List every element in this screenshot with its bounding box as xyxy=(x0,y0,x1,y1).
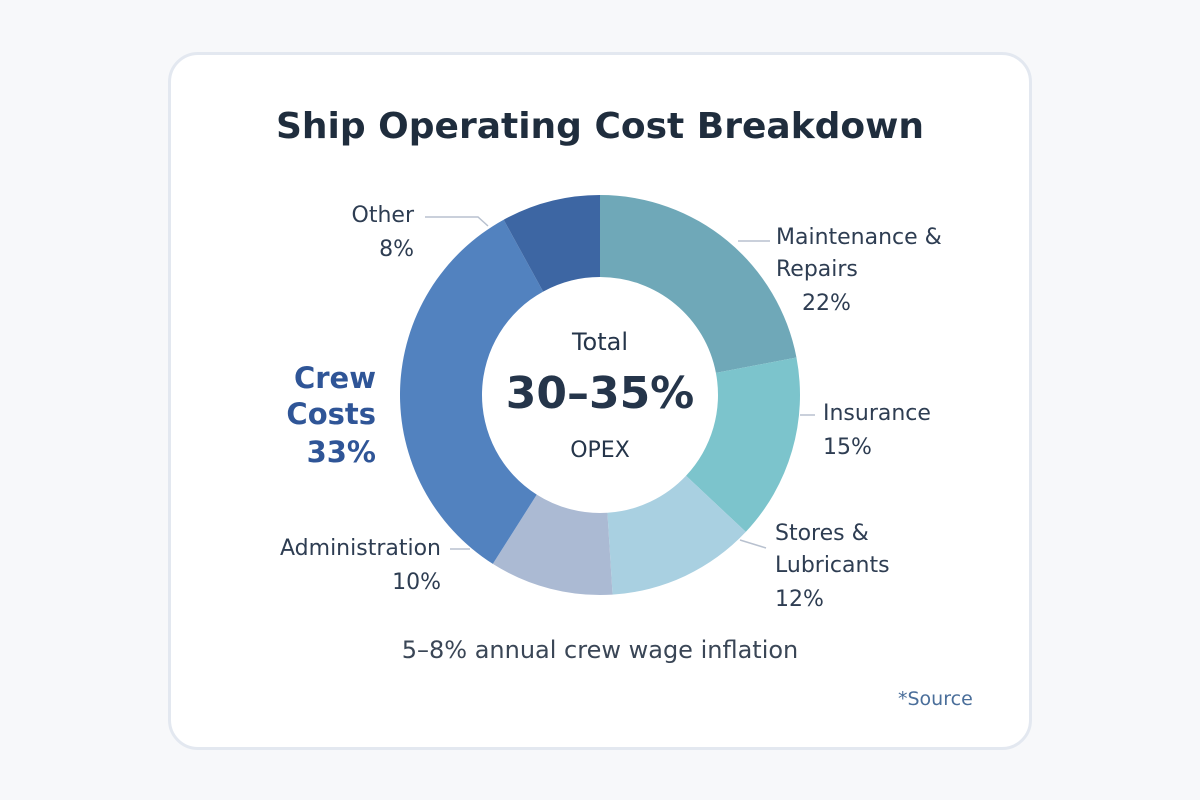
value-label: 33% xyxy=(306,435,376,469)
slice-label: Stores & Lubricants 12% xyxy=(775,518,915,616)
source: *Source xyxy=(898,688,973,710)
chart-title: Ship Operating Cost Breakdown xyxy=(275,106,925,147)
category-label: Other xyxy=(351,203,414,228)
leader-line xyxy=(425,216,489,227)
value-label: 22% xyxy=(802,291,851,316)
donut-slice xyxy=(607,475,746,595)
slice-label: Other 8% xyxy=(294,200,414,266)
value-label: 12% xyxy=(775,587,824,612)
note: 5–8% annual crew wage inflation xyxy=(401,636,799,664)
donut-slice xyxy=(492,494,613,595)
card xyxy=(168,52,1032,750)
donut-slice xyxy=(503,195,600,292)
value-label: 15% xyxy=(823,435,872,460)
category-label: Maintenance & Repairs xyxy=(776,225,942,282)
center-main: 30–35% xyxy=(505,368,695,419)
center-top: Total xyxy=(571,328,629,356)
leader-lines xyxy=(425,216,815,550)
slice-label: Administration 10% xyxy=(241,533,441,599)
donut-slice xyxy=(399,219,544,564)
leader-line xyxy=(739,539,767,549)
category-label: Stores & Lubricants xyxy=(775,521,890,578)
center-bottom: OPEX xyxy=(570,438,630,463)
value-label: 8% xyxy=(379,237,414,262)
slice-label: Insurance 15% xyxy=(823,398,983,464)
donut-slice xyxy=(600,195,797,373)
category-label: Insurance xyxy=(823,401,931,426)
category-label: Administration xyxy=(280,536,441,561)
slice-label: Maintenance & Repairs 22% xyxy=(776,222,951,320)
slice-label: Crew Costs 33% xyxy=(276,360,376,470)
value-label: 10% xyxy=(392,570,441,595)
category-label: Crew Costs xyxy=(286,361,376,431)
donut-slice xyxy=(686,357,800,532)
